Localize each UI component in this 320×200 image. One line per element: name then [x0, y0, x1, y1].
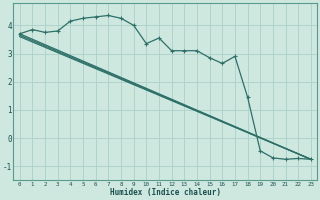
X-axis label: Humidex (Indice chaleur): Humidex (Indice chaleur) [110, 188, 221, 197]
